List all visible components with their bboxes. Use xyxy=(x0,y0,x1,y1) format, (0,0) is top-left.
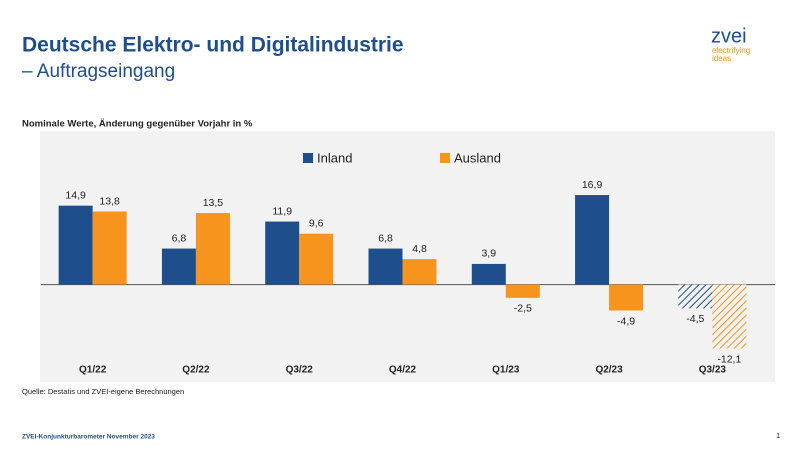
legend-swatch xyxy=(303,153,313,163)
x-tick-label: Q2/23 xyxy=(595,365,623,376)
bar xyxy=(265,221,300,285)
value-label: -4,9 xyxy=(617,315,635,327)
logo-tagline: ideas xyxy=(712,54,731,63)
chart-note: Nominale Werte, Änderung gegenüber Vorja… xyxy=(22,119,253,130)
legend-swatch xyxy=(440,153,450,163)
value-label: 4,8 xyxy=(412,243,427,255)
bar xyxy=(58,205,93,285)
value-label: 9,6 xyxy=(309,218,324,230)
value-label: 14,9 xyxy=(65,189,86,201)
x-tick-label: Q1/23 xyxy=(492,365,520,376)
bar xyxy=(195,213,230,285)
bar xyxy=(505,284,540,298)
x-tick-label: Q4/22 xyxy=(389,365,417,376)
bar xyxy=(678,284,713,309)
value-label: 3,9 xyxy=(481,248,496,260)
bar xyxy=(368,248,403,285)
legend-label: Inland xyxy=(317,150,352,165)
value-label: -4,5 xyxy=(686,313,704,325)
footer-text: ZVEI-Konjunkturbarometer November 2023 xyxy=(22,434,155,441)
x-tick-label: Q3/23 xyxy=(699,365,727,376)
value-label: 11,9 xyxy=(272,205,292,217)
value-label: 6,8 xyxy=(172,232,187,244)
slide-title: Deutsche Elektro- und Digitalindustrie xyxy=(22,34,404,57)
bar xyxy=(402,259,437,285)
bar xyxy=(471,263,506,285)
slide-subtitle: – Auftragseingang xyxy=(22,61,175,82)
value-label: 6,8 xyxy=(378,232,393,244)
logo-tagline: electrifying xyxy=(712,46,750,55)
value-label: -2,5 xyxy=(514,303,532,315)
logo-name: zvei xyxy=(711,25,747,47)
source: Quelle: Destatis und ZVEI-eigene Berechn… xyxy=(22,387,184,396)
value-label: 13,5 xyxy=(203,197,224,209)
bar xyxy=(575,195,610,285)
bar xyxy=(92,211,127,285)
legend-label: Ausland xyxy=(454,150,501,165)
value-label: 13,8 xyxy=(99,195,120,207)
value-label: -12,1 xyxy=(717,353,741,365)
bar xyxy=(299,233,334,285)
x-tick-label: Q2/22 xyxy=(182,365,210,376)
bar xyxy=(161,248,196,285)
bar xyxy=(609,284,644,311)
page-number: 1 xyxy=(776,431,780,440)
plot-area xyxy=(40,131,775,382)
value-label: 16,9 xyxy=(582,179,603,191)
bar xyxy=(712,284,747,349)
x-tick-label: Q3/22 xyxy=(286,365,314,376)
x-tick-label: Q1/22 xyxy=(79,365,107,376)
